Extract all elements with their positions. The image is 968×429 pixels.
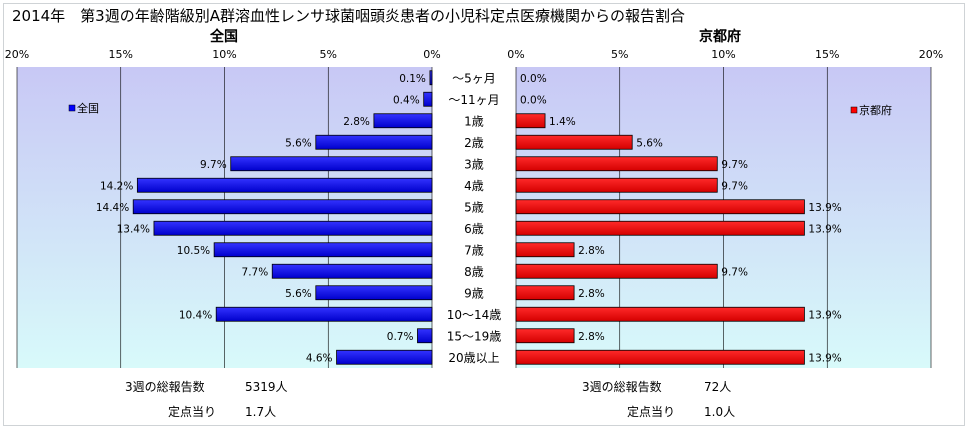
left-panel-title: 全国 (209, 28, 238, 45)
category-label: 20歳以上 (448, 351, 499, 365)
left-bar (429, 70, 433, 86)
left-value-label: 13.4% (117, 223, 150, 235)
left-value-label: 0.1% (399, 73, 426, 85)
left-bar (315, 285, 433, 301)
left-value-label: 10.5% (177, 245, 210, 257)
left-value-label: 5.6% (285, 288, 312, 300)
right-bar (515, 349, 805, 365)
right-value-label: 9.7% (721, 266, 748, 278)
category-label: 2歳 (464, 136, 484, 150)
footer-right: 3週の総報告数 72人 定点当り 1.0人 (582, 379, 735, 419)
right-value-label: 0.0% (520, 94, 547, 106)
left-bar (373, 113, 433, 129)
right-tick-label: 0% (507, 48, 524, 61)
left-tick-label: 0% (423, 48, 440, 61)
right-bar (515, 177, 718, 193)
footer-right-total-value: 72人 (704, 380, 731, 394)
footer-right-total-label: 3週の総報告数 (582, 379, 662, 394)
right-tick-label: 5% (611, 48, 628, 61)
left-bar (271, 263, 433, 279)
right-bar (515, 263, 718, 279)
left-bar (315, 134, 433, 150)
footer-left-total-value: 5319人 (245, 380, 288, 394)
right-legend-swatch (850, 106, 858, 114)
left-value-label: 9.7% (200, 159, 227, 171)
left-value-label: 0.4% (393, 94, 420, 106)
right-bar (515, 285, 575, 301)
right-value-label: 13.9% (808, 202, 841, 214)
right-tick-label: 20% (919, 48, 943, 61)
right-value-label: 2.8% (578, 245, 605, 257)
left-tick-label: 20% (5, 48, 29, 61)
left-value-label: 0.7% (387, 331, 414, 343)
category-label: 3歳 (464, 157, 484, 171)
right-value-label: 13.9% (808, 223, 841, 235)
left-bar (336, 349, 433, 365)
right-value-label: 9.7% (721, 180, 748, 192)
category-label: ～11ヶ月 (448, 93, 499, 107)
category-label: 9歳 (464, 286, 484, 300)
right-legend-label: 京都府 (859, 103, 892, 117)
left-tick-label: 15% (109, 48, 133, 61)
right-value-label: 1.4% (549, 116, 576, 128)
category-label: 8歳 (464, 265, 484, 279)
category-label: 4歳 (464, 179, 484, 193)
right-tick-label: 15% (815, 48, 839, 61)
left-bar (423, 91, 433, 107)
left-value-label: 2.8% (343, 116, 370, 128)
footer-left-total-label: 3週の総報告数 (125, 379, 205, 394)
category-label: 15～19歳 (447, 329, 502, 343)
left-bar (215, 306, 433, 322)
left-value-label: 14.2% (100, 180, 133, 192)
right-bar (515, 306, 805, 322)
category-label: 5歳 (464, 200, 484, 214)
left-value-label: 7.7% (242, 266, 269, 278)
right-bar (515, 113, 546, 129)
category-label: 10～14歳 (447, 308, 502, 322)
category-label: 7歳 (464, 243, 484, 257)
left-bar (213, 242, 433, 258)
footer-left-per-value: 1.7人 (245, 405, 276, 419)
left-value-label: 10.4% (179, 309, 212, 321)
left-bar (153, 220, 433, 236)
category-label: 6歳 (464, 222, 484, 236)
right-value-label: 9.7% (721, 159, 748, 171)
left-legend: 全国 (68, 101, 99, 115)
left-bar (132, 199, 433, 215)
right-bar (515, 134, 633, 150)
right-bar (515, 220, 805, 236)
left-value-label: 5.6% (285, 137, 312, 149)
left-bar (136, 177, 433, 193)
chart-title: 2014年 第3週の年齢階級別A群溶血性レンサ球菌咽頭炎患者の小児科定点医療機関… (12, 7, 685, 25)
left-legend-swatch (68, 104, 76, 112)
right-value-label: 2.8% (578, 288, 605, 300)
footer-left-per-label: 定点当り (168, 404, 216, 419)
category-label: 1歳 (464, 114, 484, 128)
right-legend: 京都府 (850, 103, 892, 117)
right-bar (515, 156, 718, 172)
left-value-label: 14.4% (96, 202, 129, 214)
left-value-label: 4.6% (306, 352, 333, 364)
right-value-label: 5.6% (636, 137, 663, 149)
right-bar (515, 242, 575, 258)
category-label: ～5ヶ月 (452, 71, 496, 85)
right-bar (515, 328, 575, 344)
right-value-label: 13.9% (808, 309, 841, 321)
right-panel-title: 京都府 (699, 28, 741, 45)
footer-right-per-label: 定点当り (627, 404, 675, 419)
footer-left: 3週の総報告数 5319人 定点当り 1.7人 (125, 379, 288, 419)
left-tick-label: 5% (320, 48, 337, 61)
left-bar (230, 156, 433, 172)
footer-right-per-value: 1.0人 (704, 405, 735, 419)
right-tick-label: 10% (711, 48, 735, 61)
right-bar (515, 199, 805, 215)
right-value-label: 0.0% (520, 73, 547, 85)
right-value-label: 2.8% (578, 331, 605, 343)
left-bar (417, 328, 433, 344)
left-tick-label: 10% (212, 48, 236, 61)
right-value-label: 13.9% (808, 352, 841, 364)
left-legend-label: 全国 (77, 101, 99, 115)
